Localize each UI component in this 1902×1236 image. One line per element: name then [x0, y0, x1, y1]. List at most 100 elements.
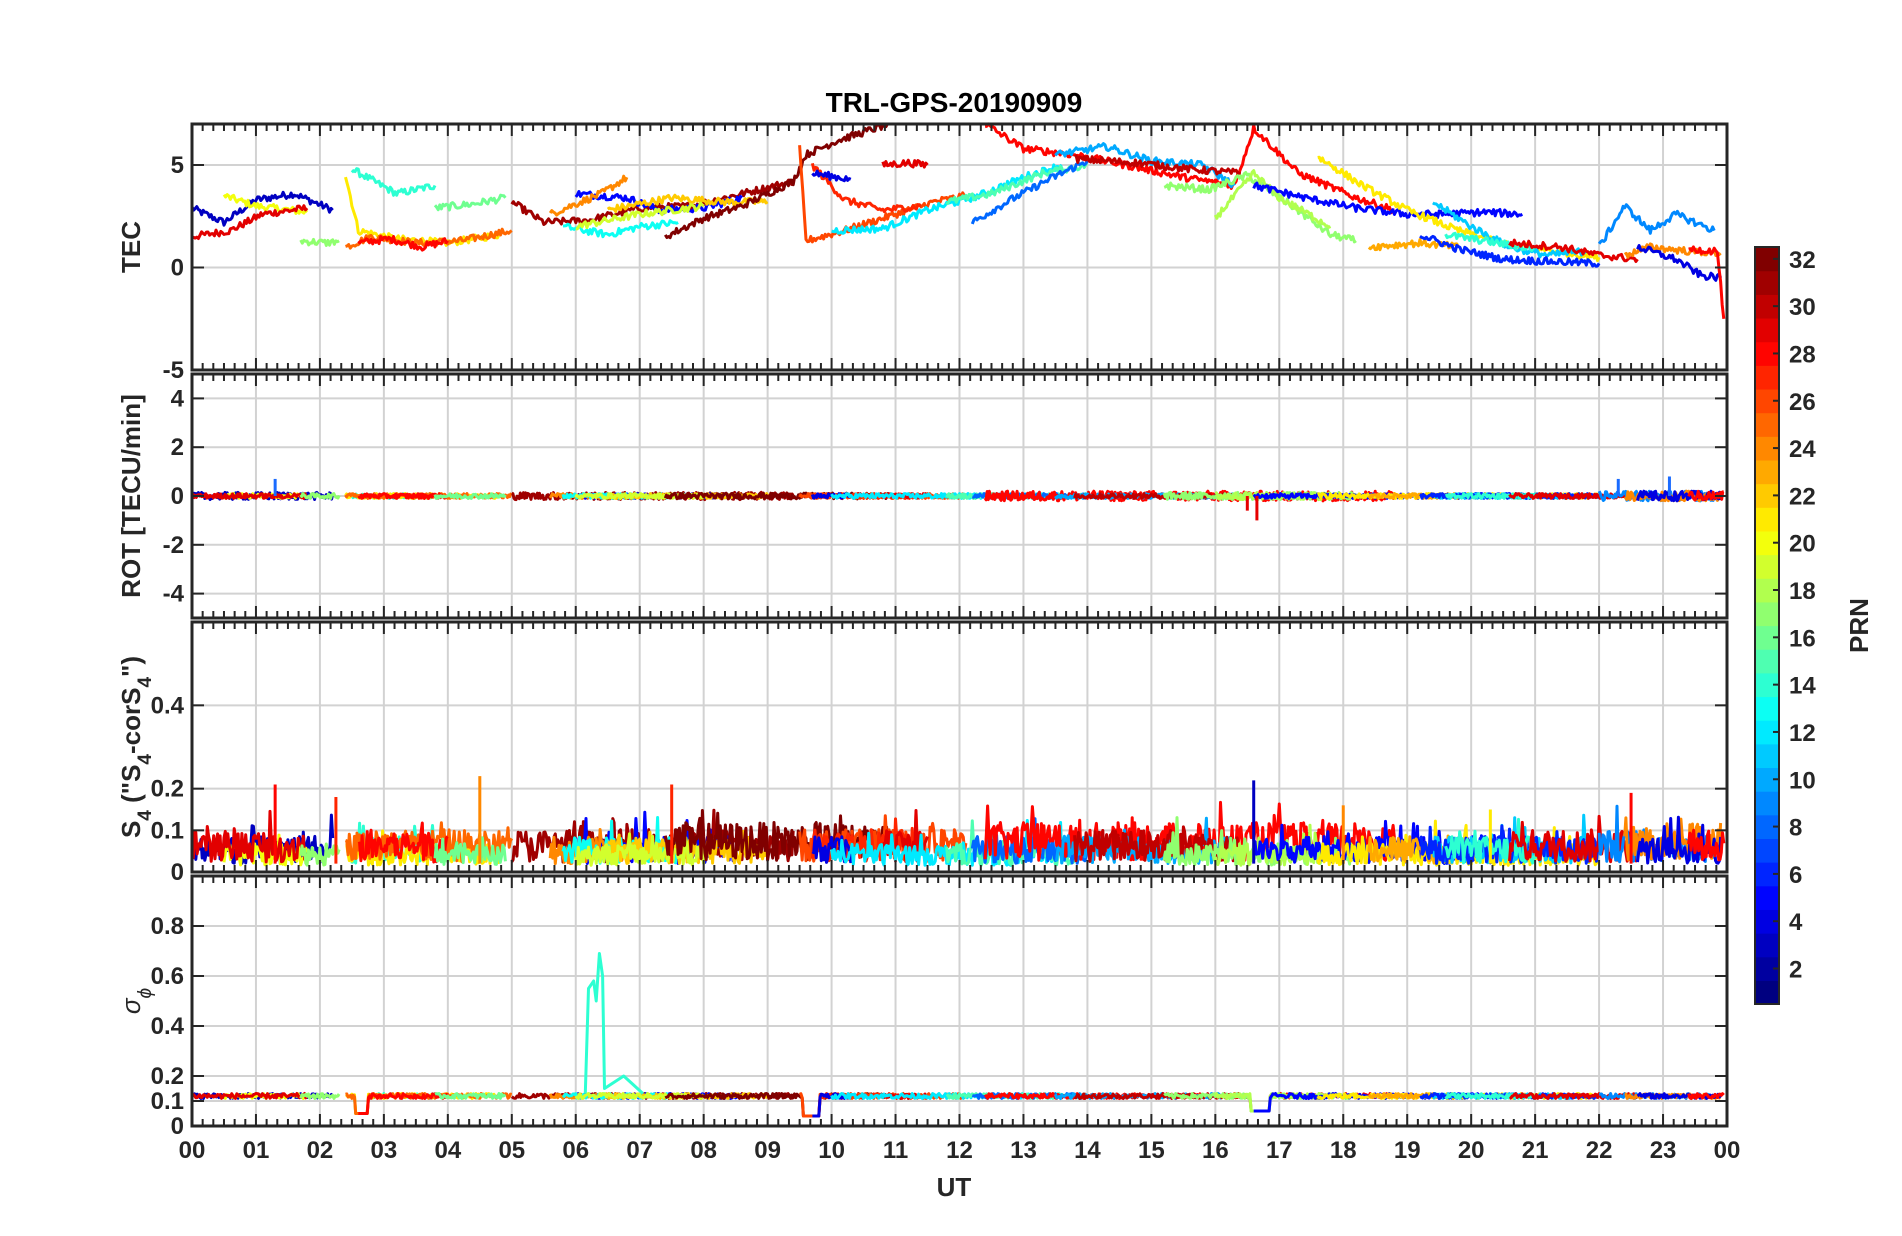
panel-sigma: 0.8 0.6 0.4 0.20.10 σϕ: [116, 874, 1729, 1140]
sigma-phi-spike: [583, 952, 644, 1095]
series-line-prn-26: [798, 145, 967, 244]
colorbar-tick-label: 24: [1789, 436, 1816, 463]
y-tick-label: 0: [171, 1113, 184, 1140]
colorbar-swatch: [1755, 791, 1779, 816]
series-line-prn-4: [1636, 244, 1722, 282]
tick-marks: [191, 622, 1728, 873]
x-tick-label: 14: [1074, 1137, 1101, 1164]
colorbar-tick-label: 14: [1789, 673, 1816, 700]
x-tick-label: 07: [626, 1137, 653, 1164]
series-line-prn-6: [1419, 234, 1601, 268]
series-line-prn-30: [1073, 154, 1241, 176]
colorbar-swatch: [1755, 743, 1779, 769]
colorbar-swatch: [1755, 980, 1779, 1005]
series-line-prn-29: [191, 204, 309, 240]
colorbar-swatch: [1755, 554, 1779, 579]
series-line-prn-28: [1687, 1092, 1725, 1100]
y-axis-label-s4: S4 ("S4-corS4"): [116, 656, 156, 838]
y-axis-label-rot: ROT [TECU/min]: [116, 394, 146, 598]
series-line-prn-13: [562, 219, 679, 239]
series-line-prn-29: [1508, 238, 1639, 263]
series-line-prn-17: [299, 492, 341, 500]
colorbar-swatch: [1755, 649, 1779, 674]
x-tick-label: 06: [562, 1137, 589, 1164]
series-line-prn-29: [190, 1092, 309, 1100]
colorbar-swatch: [1755, 317, 1779, 343]
x-tick-label: 18: [1330, 1137, 1357, 1164]
x-tick-label: 20: [1458, 1137, 1485, 1164]
y-tick-label: 4: [171, 385, 185, 412]
series-line-prn-9: [1597, 203, 1716, 245]
colorbar-swatch: [1755, 933, 1779, 958]
x-axis-label: UT: [937, 1172, 972, 1202]
colorbar-swatch: [1755, 412, 1779, 437]
y-axis-label-tec: TEC: [116, 221, 146, 273]
series-line-prn-3: [190, 190, 334, 227]
colorbar-swatch: [1755, 507, 1779, 532]
series-line-prn-14: [1444, 492, 1537, 500]
series-group: [190, 952, 1725, 1118]
x-tick-label: 22: [1586, 1137, 1613, 1164]
series-line-prn-4: [1636, 1092, 1722, 1100]
x-tick-label: 01: [243, 1137, 270, 1164]
colorbar-frame: [1754, 246, 1780, 1005]
colorbar-tick-label: 30: [1789, 294, 1816, 321]
colorbar-tick-label: 18: [1789, 578, 1816, 605]
y-tick-label: 0.4: [151, 692, 185, 719]
series-line-prn-28: [357, 235, 449, 252]
y-tick-label: 2: [171, 434, 184, 461]
series-line-prn-32: [664, 122, 890, 240]
y-tick-label: 0.2: [151, 1063, 184, 1090]
chart-title: TRL-GPS-20190909: [826, 87, 1083, 118]
series-line-prn-28: [984, 122, 1395, 215]
colorbar-swatch: [1755, 459, 1779, 485]
series-group: [190, 476, 1725, 521]
series-line-prn-29: [190, 809, 308, 864]
series-line-prn-28: [357, 492, 449, 500]
y-tick-label: 0: [171, 859, 184, 886]
y-tick-label: 0.1: [151, 817, 184, 844]
series-line-prn-5: [1252, 181, 1524, 220]
series-line-prn-19: [574, 832, 706, 867]
y-tick-label: -2: [163, 532, 184, 559]
colorbar-tick-label: 4: [1789, 909, 1803, 936]
y-tick-label: 5: [171, 152, 184, 179]
x-tick-label: 02: [307, 1137, 334, 1164]
colorbar-swatch: [1755, 885, 1779, 910]
colorbar-swatch: [1755, 365, 1779, 390]
x-tick-label: 13: [1010, 1137, 1037, 1164]
series-line-prn-29: [881, 158, 929, 169]
x-tick-label: 00: [179, 1137, 206, 1164]
colorbar-tick-label: 26: [1789, 389, 1816, 416]
colorbar-tick-label: 20: [1789, 531, 1816, 558]
panel-rot: 4 2 0 -2 -4 ROT [TECU/min]: [116, 372, 1729, 620]
colorbar-swatch: [1755, 601, 1779, 627]
x-tick-label: 17: [1266, 1137, 1293, 1164]
x-tick-label: 23: [1650, 1137, 1677, 1164]
colorbar-tick-label: 12: [1789, 720, 1816, 747]
colorbar-swatch: [1755, 270, 1779, 295]
y-axis-label-sigma: σϕ: [116, 988, 156, 1014]
colorbar-tick-label: 22: [1789, 483, 1816, 510]
x-tick-label: 15: [1138, 1137, 1165, 1164]
series-line-prn-17: [299, 237, 340, 247]
label-subscript: 4: [135, 810, 156, 821]
y-tick-label: -5: [163, 357, 184, 384]
colorbar-tick-label: 2: [1789, 957, 1802, 984]
series-line-prn-16: [433, 836, 507, 866]
label-text: S: [116, 821, 146, 838]
series-line-prn-32: [663, 491, 891, 501]
series-line-prn-28: [357, 821, 449, 864]
label-subscript: ϕ: [135, 988, 156, 999]
series-line-prn-16: [434, 1092, 507, 1100]
y-tick-label: 0.1: [151, 1088, 184, 1115]
x-tick-label: 16: [1202, 1137, 1229, 1164]
label-text: σ: [116, 997, 146, 1014]
x-tick-label: 12: [946, 1137, 973, 1164]
series-line-prn-14: [350, 167, 437, 197]
colorbar-tick-label: 6: [1789, 862, 1802, 889]
y-tick-label: -4: [163, 581, 185, 608]
series-line-prn-27: [810, 162, 922, 214]
